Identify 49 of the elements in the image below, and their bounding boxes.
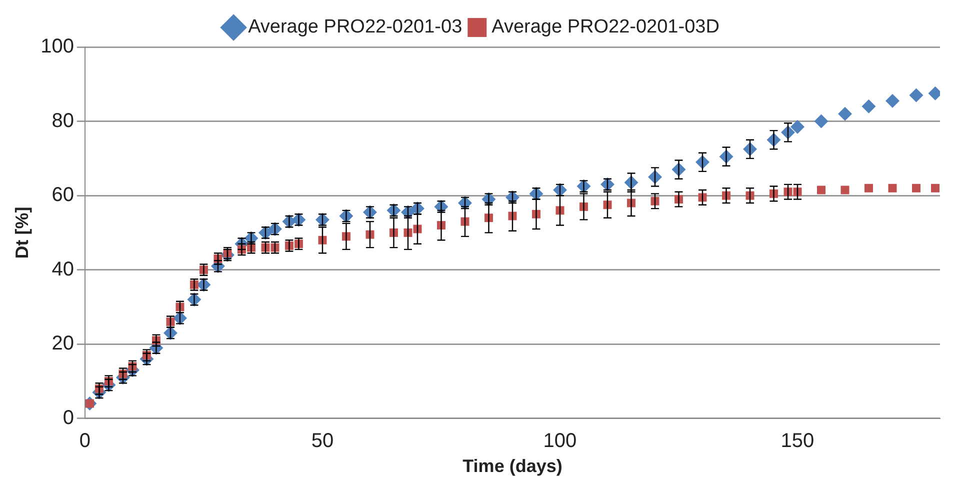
y-tick-label: 80 [52, 110, 74, 132]
point [244, 231, 258, 246]
x-tick-label: 100 [543, 430, 577, 452]
point [814, 114, 828, 128]
x-axis-title: Time (days) [462, 456, 562, 476]
point [886, 94, 900, 108]
point [909, 88, 924, 102]
point [163, 326, 178, 340]
point [482, 192, 496, 206]
point [282, 214, 296, 229]
y-tick-label: 60 [52, 184, 74, 206]
point [315, 212, 330, 227]
point [864, 184, 873, 192]
legend-label: Average PRO22-0201-03 [248, 16, 462, 38]
point [838, 106, 852, 121]
point [790, 120, 804, 134]
point [187, 292, 202, 307]
point [931, 184, 940, 192]
y-axis-title: Dt [%] [12, 206, 32, 259]
point [529, 186, 544, 201]
point [362, 205, 377, 220]
x-tick-label: 50 [311, 430, 334, 452]
y-tick-label: 20 [52, 332, 74, 355]
point [817, 186, 826, 194]
point [386, 203, 401, 218]
point [912, 184, 920, 192]
point [292, 212, 306, 227]
point [888, 184, 897, 192]
point [576, 179, 591, 194]
point [434, 200, 448, 214]
y-tick-label: 40 [52, 258, 74, 280]
legend-label: Average PRO22-0201-03D [492, 16, 720, 38]
y-tick-label: 0 [62, 406, 74, 429]
point [400, 205, 415, 220]
point [458, 196, 472, 210]
point [258, 226, 272, 240]
point [840, 186, 850, 194]
point [600, 177, 614, 192]
x-tick-label: 150 [780, 430, 814, 452]
point [339, 208, 354, 223]
point [172, 311, 187, 326]
point [410, 202, 424, 216]
y-tick-label: 100 [40, 36, 74, 58]
point [862, 99, 876, 114]
point [552, 182, 567, 197]
point [505, 190, 520, 204]
x-tick-label: 0 [79, 430, 91, 452]
point [268, 222, 282, 236]
point [196, 278, 211, 292]
